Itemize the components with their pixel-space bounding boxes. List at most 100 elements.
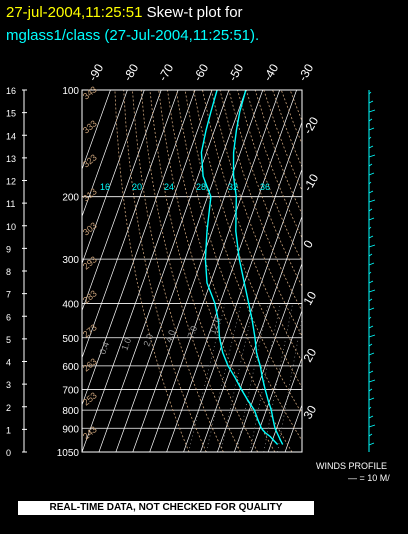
height-tick-label: 9 <box>6 244 11 254</box>
temp-tick-label: -20 <box>300 114 321 136</box>
moist-adiabat-label: 32 <box>228 182 238 192</box>
isotherm-line <box>319 90 408 452</box>
wind-barb <box>368 118 373 122</box>
pressure-tick-label: 1050 <box>57 448 80 459</box>
isotherm-line <box>233 262 302 452</box>
moist-adiabat-label: 36 <box>260 182 270 192</box>
plot-frame <box>81 89 303 453</box>
height-tick-label: 0 <box>6 448 11 458</box>
pressure-tick-label: 100 <box>62 86 79 97</box>
wind-barb <box>368 325 374 329</box>
adiabat-label: 293 <box>81 254 99 271</box>
temp-tick-label: 10 <box>300 289 319 308</box>
height-tick-label: 3 <box>6 380 11 390</box>
wind-barb <box>368 289 376 293</box>
isotherm-line <box>98 90 230 452</box>
pressure-tick-label: 200 <box>62 193 79 204</box>
height-tick-label: 4 <box>6 358 11 368</box>
moist-adiabat-label: 16 <box>100 182 110 192</box>
plot-title: 27-jul-2004,11:25:51 Skew-t plot for <box>6 4 243 22</box>
wind-barb <box>368 442 375 446</box>
wind-barb <box>368 307 375 311</box>
height-tick-label: 1 <box>6 425 11 435</box>
height-tick-label: 15 <box>6 109 16 119</box>
wind-barb <box>368 280 374 284</box>
wind-barb <box>368 352 375 356</box>
dry-adiabat <box>210 90 302 337</box>
adiabat-label: 263 <box>81 356 99 373</box>
isotherm-line <box>82 90 111 171</box>
temperature-trace <box>232 90 284 445</box>
pressure-tick-label: 500 <box>62 334 79 345</box>
dry-adiabat <box>184 90 302 415</box>
mixing-ratio-line <box>220 303 255 452</box>
isotherm-line <box>82 90 145 265</box>
mixing-ratio-label: 2.0 <box>141 333 155 348</box>
dry-adiabat <box>123 90 207 452</box>
temp-tick-label: -40 <box>260 61 281 83</box>
dry-adiabat <box>228 90 302 288</box>
pressure-tick-label: 400 <box>62 299 79 310</box>
isotherm-line <box>82 90 196 406</box>
dry-adiabat <box>272 90 302 168</box>
dewpoint-trace <box>200 90 279 445</box>
height-tick-label: 10 <box>6 222 16 232</box>
wind-barb <box>368 271 372 275</box>
adiabat-label: 283 <box>81 288 99 305</box>
temp-tick-label: 20 <box>300 346 319 365</box>
wind-barb <box>368 388 373 392</box>
date-stamp: 27-jul-2004,11:25:51 <box>6 4 143 21</box>
height-tick-label: 2 <box>6 403 11 413</box>
wind-barb <box>368 154 376 158</box>
pressure-tick-label: 600 <box>62 362 79 373</box>
adiabat-label: 253 <box>81 390 99 407</box>
dry-adiabat <box>132 90 224 452</box>
dry-adiabat <box>167 90 293 452</box>
wind-barb <box>368 190 374 194</box>
adiabat-label: 323 <box>81 152 99 169</box>
height-tick-label: 8 <box>6 267 11 277</box>
temp-tick-label: 30 <box>300 403 319 422</box>
wind-barb <box>368 361 372 365</box>
pressure-tick-label: 900 <box>62 424 79 435</box>
temp-tick-label: -50 <box>225 61 246 83</box>
isotherm-line <box>82 90 128 218</box>
isotherm-line <box>115 90 247 452</box>
temp-tick-label: -60 <box>190 61 211 83</box>
isotherm-line <box>284 403 302 452</box>
height-tick-label: 13 <box>6 154 16 164</box>
adiabat-label: 243 <box>81 424 99 441</box>
adiabat-label: 313 <box>81 186 99 203</box>
mixing-ratio-label: 12.0 <box>207 316 222 336</box>
wind-barb <box>368 379 376 383</box>
dry-adiabat <box>263 90 302 192</box>
wind-barb <box>368 343 373 347</box>
wind-barb <box>368 181 372 185</box>
winds-profile-scale: — = 10 M/ <box>348 473 390 483</box>
isotherm-line <box>132 90 264 452</box>
pressure-tick-label: 300 <box>62 255 79 266</box>
wind-barb <box>368 136 372 140</box>
pressure-tick-label: 800 <box>62 406 79 417</box>
moist-adiabat-label: 28 <box>196 182 206 192</box>
mixing-ratio-line <box>277 317 302 452</box>
height-tick-label: 5 <box>6 335 11 345</box>
mixing-ratio-label: 0.4 <box>97 341 111 356</box>
dry-adiabat <box>193 90 302 389</box>
dry-adiabat <box>254 90 302 215</box>
adiabat-label: 273 <box>81 322 99 339</box>
winds-profile-label: WINDS PROFILE <box>316 461 388 471</box>
wind-barb <box>368 262 375 266</box>
isotherm-line <box>82 90 179 359</box>
moist-adiabat-label: 20 <box>132 182 142 192</box>
plot-subtitle: mglass1/class (27-Jul-2004,11:25:51). <box>6 27 260 44</box>
temp-tick-label: -90 <box>85 61 106 83</box>
dry-adiabat <box>280 90 302 145</box>
wind-barb <box>368 316 372 320</box>
isotherm-line <box>82 90 162 312</box>
wind-barb <box>368 145 374 149</box>
dry-adiabat <box>245 90 302 239</box>
height-tick-label: 14 <box>6 131 16 141</box>
adiabat-label: 303 <box>81 220 99 237</box>
